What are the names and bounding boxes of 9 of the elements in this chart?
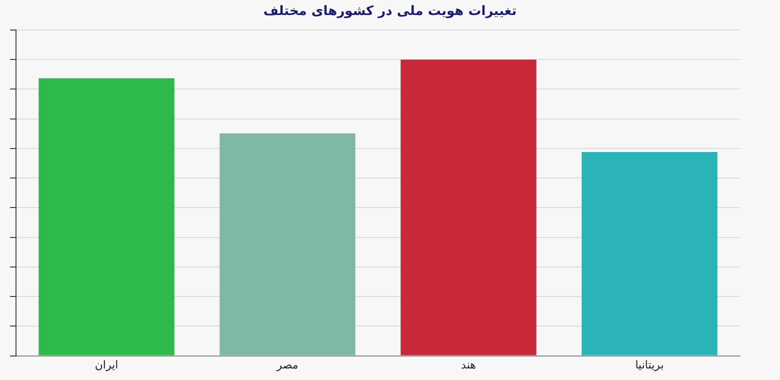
x-tick-label: هند xyxy=(461,358,476,372)
x-tick-label: ایران xyxy=(94,358,118,372)
x-tick-label: مصر xyxy=(276,358,298,372)
x-tick-label: بریتانیا xyxy=(635,358,664,372)
bar xyxy=(582,152,718,356)
bar xyxy=(400,60,536,356)
chart-title: تغییرات هویت ملی در کشورهای مختلف xyxy=(262,4,518,19)
bar xyxy=(38,78,174,356)
bar xyxy=(220,133,356,356)
